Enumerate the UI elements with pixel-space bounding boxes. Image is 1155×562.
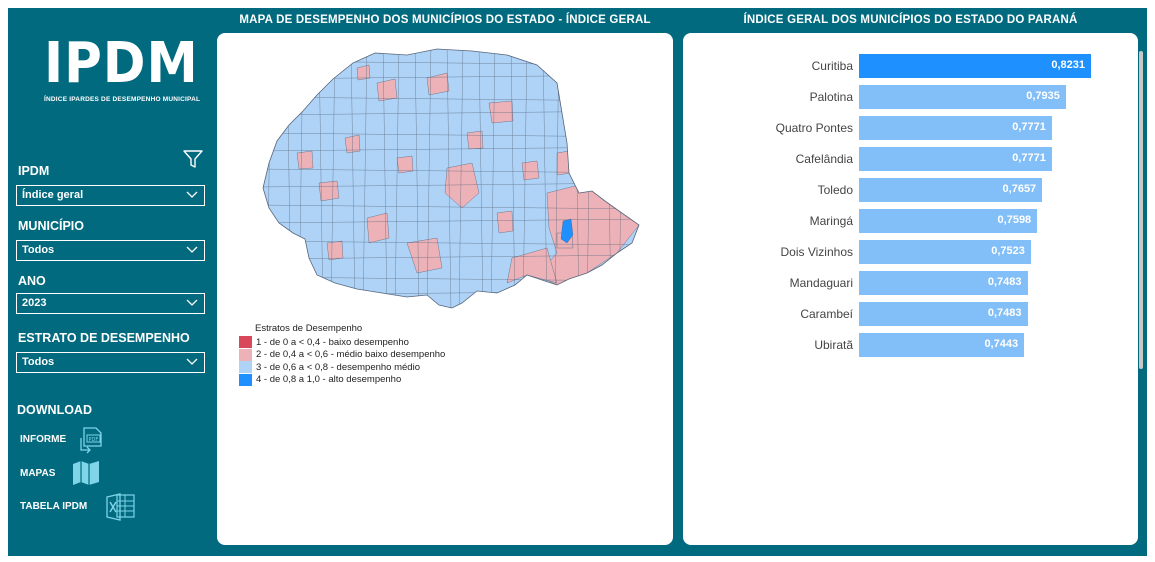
ranking-row[interactable]: Dois Vizinhos 0,7523 xyxy=(683,240,1123,264)
ranking-municipio-label: Dois Vizinhos xyxy=(780,245,853,259)
parana-map[interactable] xyxy=(257,43,647,313)
ano-dropdown[interactable]: 2023 xyxy=(16,293,205,314)
download-informe[interactable]: INFORME xyxy=(20,434,67,445)
chevron-down-icon xyxy=(186,246,198,253)
ranking-municipio-label: Cafelândia xyxy=(795,152,853,166)
ranking-value-label: 0,7657 xyxy=(1002,183,1037,195)
legend-swatch xyxy=(239,348,252,361)
estrato-dropdown[interactable]: Todos xyxy=(16,352,205,373)
map-panel: Estratos de Desempenho 1 - de 0 a < 0,4 … xyxy=(217,33,673,545)
ranking-value-label: 0,7935 xyxy=(1026,90,1060,102)
ranking-row[interactable]: Quatro Pontes 0,7771 xyxy=(683,116,1123,140)
ranking-municipio-label: Curitiba xyxy=(811,59,853,73)
ranking-bar[interactable]: 0,7657 xyxy=(859,178,1043,202)
ranking-row[interactable]: Toledo 0,7657 xyxy=(683,178,1123,202)
ranking-row[interactable]: Maringá 0,7598 xyxy=(683,209,1123,233)
ranking-value-label: 0,7483 xyxy=(987,276,1022,288)
ipdm-logo: IPDM ÍNDICE IPARDES DE DESEMPENHO MUNICI… xyxy=(44,31,201,104)
chevron-down-icon xyxy=(186,299,198,306)
ranking-row[interactable]: Mandaguari 0,7483 xyxy=(683,271,1123,295)
ranking-bar[interactable]: 0,7771 xyxy=(859,116,1052,140)
ranking-municipio-label: Maringá xyxy=(809,214,853,228)
ranking-bar[interactable]: 0,7935 xyxy=(859,85,1066,109)
legend-label: 3 - de 0,6 a < 0,8 - desempenho médio xyxy=(256,361,420,373)
download-tabela[interactable]: TABELA IPDM xyxy=(20,501,88,512)
legend-title: Estratos de Desempenho xyxy=(255,323,363,334)
ranking-row[interactable]: Carambeí 0,7483 xyxy=(683,302,1123,326)
ranking-bar[interactable]: 0,8231 xyxy=(859,54,1091,78)
municipio-dropdown-value: Todos xyxy=(22,244,55,256)
legend-label: 2 - de 0,4 a < 0,6 - médio baixo desempe… xyxy=(256,349,446,361)
legend-item: 1 - de 0 a < 0,4 - baixo desempenho xyxy=(239,336,445,349)
scrollbar[interactable] xyxy=(1139,51,1143,369)
municipio-filter-label: MUNICÍPIO xyxy=(18,219,84,233)
legend-item: 3 - de 0,6 a < 0,8 - desempenho médio xyxy=(239,361,445,374)
ranking-bar[interactable]: 0,7598 xyxy=(859,209,1038,233)
svg-text:PDF: PDF xyxy=(89,437,99,443)
ranking-row[interactable]: Cafelândia 0,7771 xyxy=(683,147,1123,171)
logo-title: IPDM xyxy=(44,31,199,96)
dashboard: IPDM ÍNDICE IPARDES DE DESEMPENHO MUNICI… xyxy=(8,8,1147,556)
ranking-municipio-label: Toledo xyxy=(817,183,853,197)
ranking-value-label: 0,8231 xyxy=(1051,59,1085,71)
ranking-bar[interactable]: 0,7483 xyxy=(859,271,1028,295)
ano-filter-label: ANO xyxy=(18,274,46,288)
map-icon[interactable] xyxy=(71,460,103,486)
ranking-bar[interactable]: 0,7523 xyxy=(859,240,1031,264)
ranking-panel-title: ÍNDICE GERAL DOS MUNICÍPIOS DO ESTADO DO… xyxy=(743,14,1078,26)
legend-swatch xyxy=(239,361,252,374)
ranking-value-label: 0,7771 xyxy=(1012,152,1046,164)
ranking-municipio-label: Palotina xyxy=(809,90,853,104)
ranking-municipio-label: Mandaguari xyxy=(789,276,853,290)
chevron-down-icon xyxy=(186,191,198,198)
ipdm-filter-label: IPDM xyxy=(18,164,50,178)
filter-icon[interactable] xyxy=(182,148,204,170)
ipdm-dropdown[interactable]: Índice geral xyxy=(16,185,205,206)
estrato-dropdown-value: Todos xyxy=(22,356,55,368)
ranking-row[interactable]: Palotina 0,7935 xyxy=(683,85,1123,109)
excel-icon[interactable] xyxy=(106,493,136,521)
legend-label: 1 - de 0 a < 0,4 - baixo desempenho xyxy=(256,336,409,348)
ranking-bar[interactable]: 0,7483 xyxy=(859,302,1028,326)
ranking-value-label: 0,7598 xyxy=(997,214,1032,226)
ranking-bar[interactable]: 0,7771 xyxy=(859,147,1052,171)
ranking-row[interactable]: Ubiratã 0,7443 xyxy=(683,333,1123,357)
map-panel-title: MAPA DE DESEMPENHO DOS MUNICÍPIOS DO EST… xyxy=(239,14,651,26)
ano-dropdown-value: 2023 xyxy=(22,297,47,309)
ranking-bar[interactable]: 0,7443 xyxy=(859,333,1025,357)
map-legend: Estratos de Desempenho 1 - de 0 a < 0,4 … xyxy=(239,323,445,386)
municipio-dropdown[interactable]: Todos xyxy=(16,240,205,261)
ranking-panel: Curitiba 0,8231 Palotina 0,7935 Quatro Ponte… xyxy=(683,33,1143,545)
ranking-value-label: 0,7771 xyxy=(1012,121,1046,133)
legend-label: 4 - de 0,8 a 1,0 - alto desempenho xyxy=(256,374,402,386)
ipdm-dropdown-value: Índice geral xyxy=(22,189,84,201)
legend-swatch xyxy=(239,336,252,349)
ranking-row[interactable]: Curitiba 0,8231 xyxy=(683,54,1123,78)
ranking-municipio-label: Carambeí xyxy=(800,307,853,321)
legend-item: 4 - de 0,8 a 1,0 - alto desempenho xyxy=(239,373,445,387)
logo-subtitle: ÍNDICE IPARDES DE DESEMPENHO MUNICIPAL xyxy=(44,96,201,103)
legend-swatch xyxy=(239,373,252,386)
pdf-icon[interactable]: PDF xyxy=(76,426,104,454)
estrato-filter-label: ESTRATO DE DESEMPENHO xyxy=(18,331,190,345)
ranking-value-label: 0,7523 xyxy=(991,245,1025,257)
download-mapas[interactable]: MAPAS xyxy=(20,468,56,479)
legend-item: 2 - de 0,4 a < 0,6 - médio baixo desempe… xyxy=(239,348,446,362)
ranking-municipio-label: Quatro Pontes xyxy=(775,121,853,135)
ranking-value-label: 0,7483 xyxy=(987,307,1022,319)
chevron-down-icon xyxy=(186,358,198,365)
ranking-municipio-label: Ubiratã xyxy=(814,338,853,352)
download-title: DOWNLOAD xyxy=(17,403,92,417)
ranking-value-label: 0,7443 xyxy=(984,338,1019,350)
